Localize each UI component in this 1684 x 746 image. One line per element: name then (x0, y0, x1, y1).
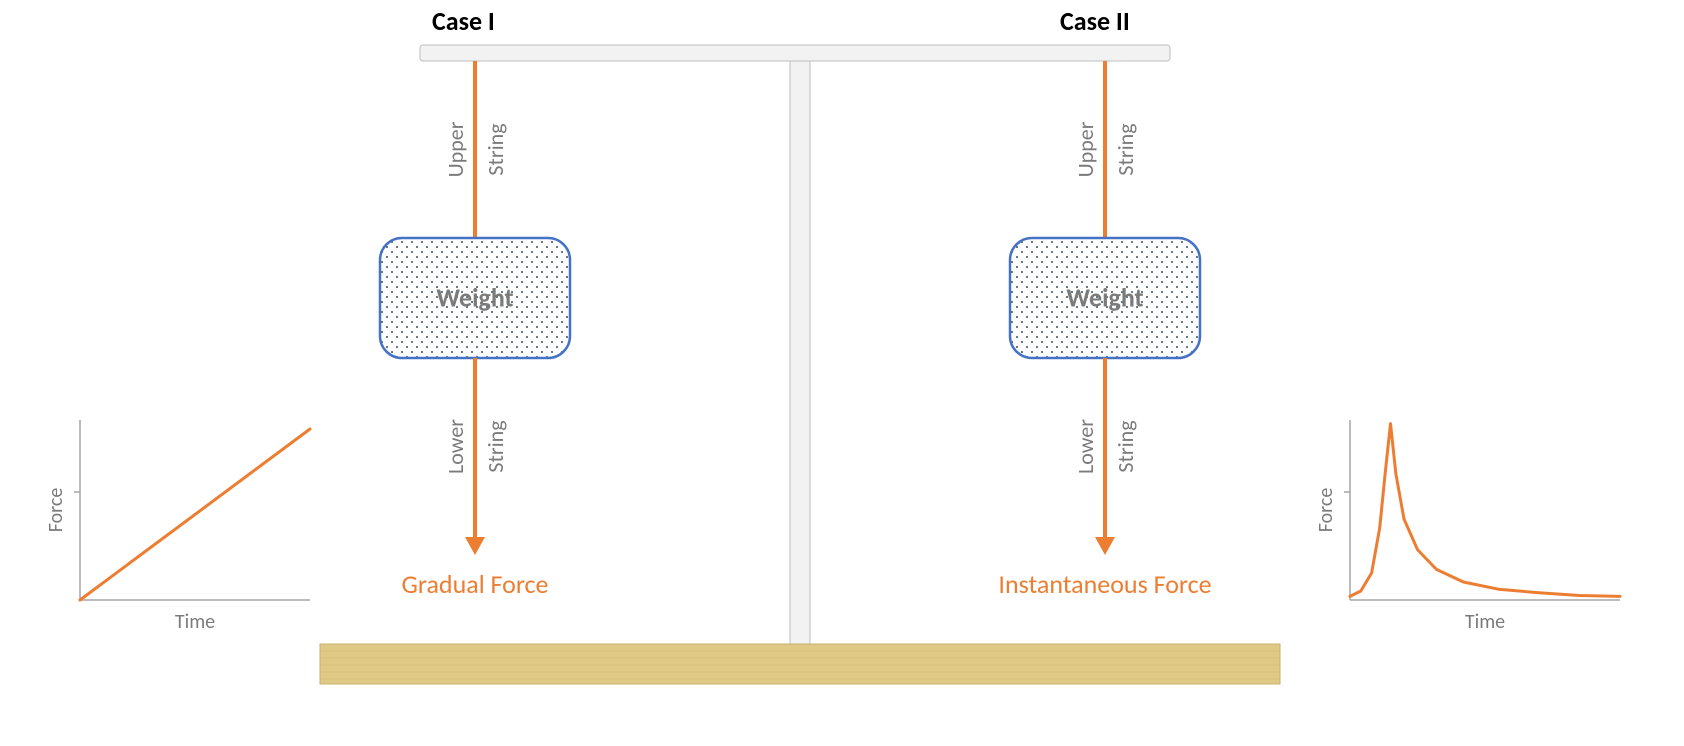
arrowhead-case1 (465, 537, 485, 555)
force-label-case2: Instantaneous Force (998, 568, 1211, 600)
wood-base (320, 644, 1280, 684)
string-label-lower-case1: String (482, 420, 509, 472)
case1-title: Case I (432, 5, 495, 37)
weight-label-case1: Weight (436, 281, 513, 313)
diagram-canvas: Case I Case II Upper String Weight Lower Strin… (0, 0, 1684, 746)
chart-line-right (1350, 424, 1620, 597)
upper-label-case2: Upper (1072, 121, 1099, 177)
center-post (790, 61, 810, 675)
lower-label-case2: Lower (1072, 419, 1099, 474)
case2-title: Case II (1060, 5, 1130, 37)
string-label-upper-case2: String (1112, 123, 1139, 175)
y-axis-label-left: Force (44, 488, 68, 533)
string-label-upper-case1: String (482, 123, 509, 175)
string-label-lower-case2: String (1112, 420, 1139, 472)
y-axis-label-right: Force (1314, 488, 1338, 533)
force-label-case1: Gradual Force (402, 568, 549, 600)
lower-label-case1: Lower (442, 419, 469, 474)
x-axis-label-right: Time (1465, 610, 1505, 634)
arrowhead-case2 (1095, 537, 1115, 555)
chart-line-left (80, 429, 310, 600)
x-axis-label-left: Time (175, 610, 215, 634)
weight-label-case2: Weight (1066, 281, 1143, 313)
top-bar (420, 45, 1170, 61)
upper-label-case1: Upper (442, 121, 469, 177)
